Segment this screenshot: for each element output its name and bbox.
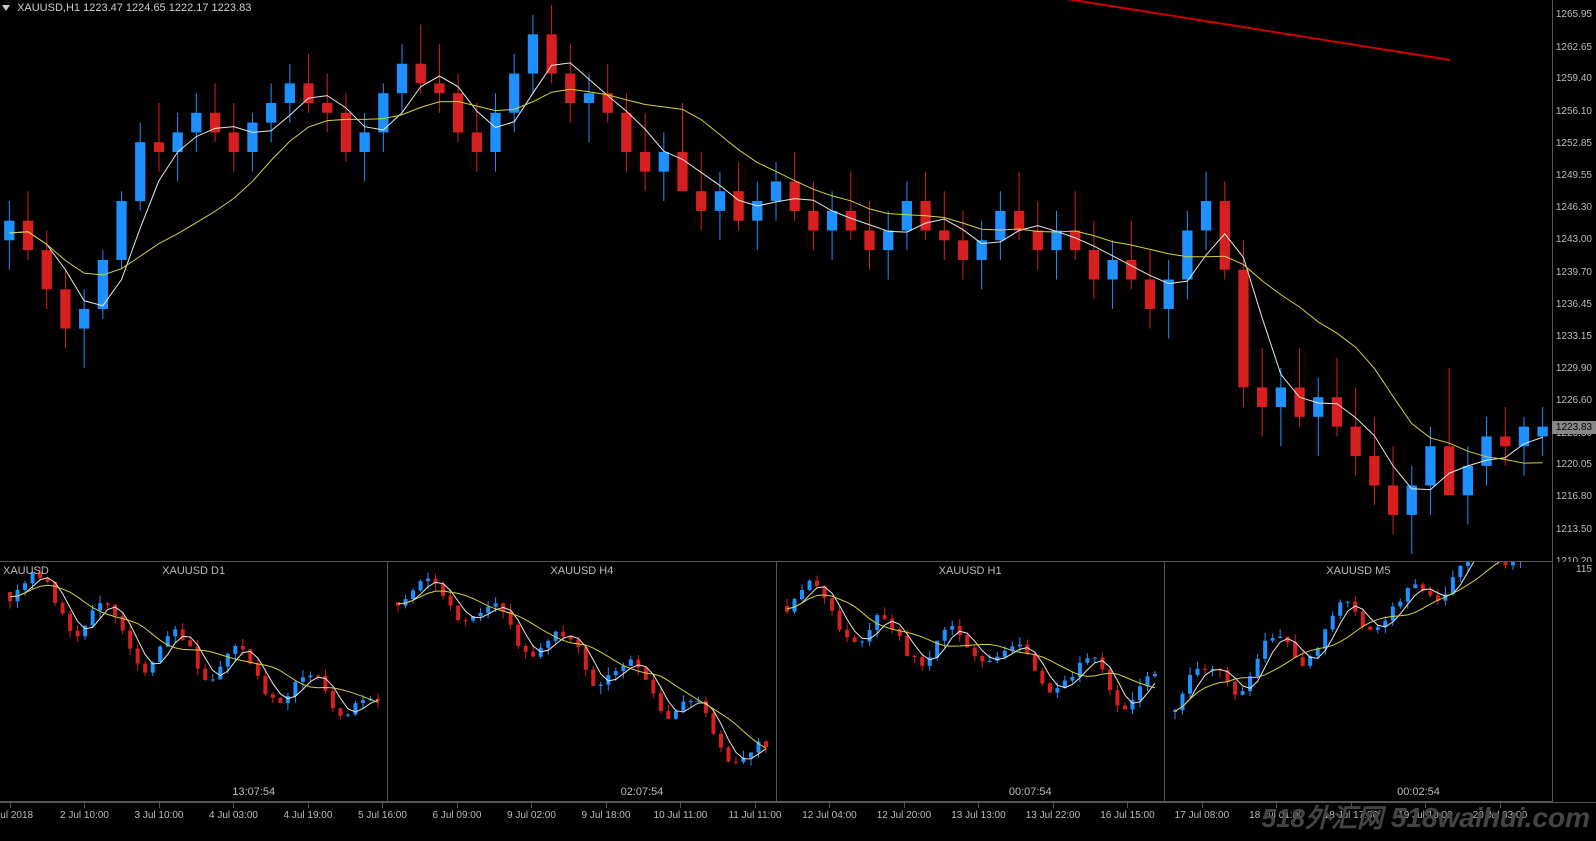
- sub-title: XAUUSD D1: [162, 565, 225, 577]
- x-tick: 11 Jul 11:00: [728, 810, 781, 821]
- sub-panel-XAUUSD-M5[interactable]: XAUUSD M5 00:02:54: [1165, 562, 1552, 802]
- ohlc-label: 1223.47 1224.65 1222.17 1223.83: [83, 2, 251, 14]
- chart-title: XAUUSD,H1 1223.47 1224.65 1222.17 1223.8…: [2, 2, 251, 14]
- x-tick: 4 Jul 19:00: [284, 810, 333, 821]
- main-candlestick-svg[interactable]: [0, 0, 1552, 562]
- x-tick: 6 Jul 09:00: [433, 810, 482, 821]
- y-tick: 1252.85: [1552, 138, 1592, 150]
- y-tick: 1265.95: [1552, 9, 1592, 21]
- y-tick: 1216.80: [1552, 491, 1592, 503]
- sub-panels: XAUUSD XAUUSD D1 13:07:54 XAUUSD H4 02:07:54…: [0, 562, 1552, 802]
- x-tick: 2 Jul 2018: [0, 810, 33, 821]
- indicator-value: 115: [1576, 564, 1592, 575]
- y-tick: 1259.40: [1552, 73, 1592, 85]
- indicator-scale: 115: [1552, 562, 1596, 802]
- sub-panel-XAUUSD-H1[interactable]: XAUUSD H1 00:07:54: [777, 562, 1165, 802]
- x-tick: 13 Jul 13:00: [951, 810, 1006, 821]
- x-tick: 16 Jul 15:00: [1100, 810, 1155, 821]
- y-tick: 1236.45: [1552, 299, 1592, 311]
- sub-chart-svg: [388, 562, 776, 802]
- y-tick: 1226.60: [1552, 395, 1592, 407]
- sub-title: XAUUSD H1: [939, 565, 1002, 577]
- watermark-cn: 518外汇网: [1262, 803, 1383, 833]
- countdown-timer: 13:07:54: [232, 786, 275, 798]
- symbol-label: XAUUSD,H1: [17, 2, 80, 14]
- y-tick: 1249.55: [1552, 170, 1592, 182]
- current-price-marker: 1223.83: [1552, 421, 1596, 434]
- sub-base-label: XAUUSD: [3, 565, 49, 577]
- watermark: 518外汇网 518waihui.com: [1262, 798, 1590, 835]
- y-tick: 1213.50: [1552, 524, 1592, 536]
- y-tick: 1220.05: [1552, 459, 1592, 471]
- x-tick: 3 Jul 10:00: [135, 810, 184, 821]
- x-tick: 13 Jul 22:00: [1026, 810, 1081, 821]
- y-tick: 1246.30: [1552, 202, 1592, 214]
- y-tick: 1256.10: [1552, 106, 1592, 118]
- dropdown-triangle-icon[interactable]: [2, 5, 10, 11]
- sub-chart-svg: [777, 562, 1165, 802]
- sub-chart-svg: [1165, 562, 1553, 802]
- y-tick: 1262.65: [1552, 42, 1592, 54]
- x-tick: 9 Jul 18:00: [581, 810, 630, 821]
- countdown-timer: 00:02:54: [1397, 786, 1440, 798]
- countdown-timer: 02:07:54: [621, 786, 664, 798]
- x-tick: 17 Jul 08:00: [1175, 810, 1230, 821]
- x-tick: 10 Jul 11:00: [654, 810, 708, 821]
- x-tick: 2 Jul 10:00: [60, 810, 109, 821]
- x-tick: 5 Jul 16:00: [358, 810, 407, 821]
- x-tick: 9 Jul 02:00: [507, 810, 556, 821]
- y-tick: 1233.15: [1552, 331, 1592, 343]
- sub-title: XAUUSD H4: [550, 565, 613, 577]
- main-chart[interactable]: XAUUSD,H1 1223.47 1224.65 1222.17 1223.8…: [0, 0, 1552, 562]
- y-axis: 1265.95 1262.65 1259.40 1256.10 1252.85 1249.…: [1552, 0, 1596, 562]
- x-tick: 12 Jul 04:00: [802, 810, 857, 821]
- y-tick: 1229.90: [1552, 363, 1592, 375]
- y-tick: 1239.70: [1552, 267, 1592, 279]
- y-tick: 1243.00: [1552, 234, 1592, 246]
- sub-chart-svg: [0, 562, 388, 802]
- x-tick: 12 Jul 20:00: [877, 810, 932, 821]
- sub-title: XAUUSD M5: [1326, 565, 1390, 577]
- watermark-en: 518waihui.com: [1391, 802, 1590, 833]
- sub-panel-XAUUSD-H4[interactable]: XAUUSD H4 02:07:54: [388, 562, 776, 802]
- countdown-timer: 00:07:54: [1009, 786, 1052, 798]
- x-tick: 4 Jul 03:00: [209, 810, 258, 821]
- sub-panel-XAUUSD-D1[interactable]: XAUUSD XAUUSD D1 13:07:54: [0, 562, 388, 802]
